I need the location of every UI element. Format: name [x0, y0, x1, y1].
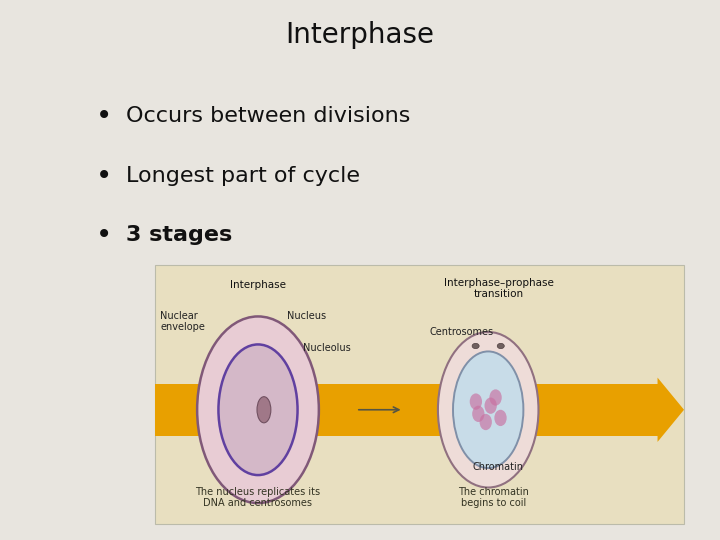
Ellipse shape	[438, 332, 539, 488]
Text: •: •	[96, 161, 112, 190]
Text: •: •	[96, 221, 112, 249]
Ellipse shape	[485, 397, 497, 414]
Text: Occurs between divisions: Occurs between divisions	[126, 106, 410, 126]
Ellipse shape	[257, 397, 271, 423]
FancyBboxPatch shape	[155, 265, 684, 524]
Text: Chromatin: Chromatin	[472, 462, 523, 472]
Text: Interphase–prophase
transition: Interphase–prophase transition	[444, 278, 554, 299]
Ellipse shape	[495, 410, 507, 426]
Polygon shape	[155, 384, 657, 436]
Ellipse shape	[218, 345, 297, 475]
Ellipse shape	[197, 316, 319, 503]
Polygon shape	[657, 377, 684, 442]
Ellipse shape	[490, 389, 502, 406]
Circle shape	[498, 343, 504, 349]
Ellipse shape	[472, 406, 485, 422]
Text: Nuclear
envelope: Nuclear envelope	[160, 311, 205, 333]
Text: Nucleolus: Nucleolus	[303, 342, 351, 353]
Text: The chromatin
begins to coil: The chromatin begins to coil	[458, 487, 529, 508]
Text: •: •	[96, 102, 112, 130]
Text: Longest part of cycle: Longest part of cycle	[126, 165, 360, 186]
Text: Interphase: Interphase	[230, 280, 286, 290]
Circle shape	[472, 343, 479, 349]
Ellipse shape	[480, 414, 492, 430]
Text: 3 stages: 3 stages	[126, 225, 233, 245]
Text: Interphase: Interphase	[286, 21, 434, 49]
Ellipse shape	[469, 394, 482, 410]
Text: Nucleus: Nucleus	[287, 312, 326, 321]
Text: Centrosomes: Centrosomes	[430, 327, 494, 337]
Text: The nucleus replicates its
DNA and centrosomes: The nucleus replicates its DNA and centr…	[195, 487, 320, 508]
Ellipse shape	[453, 352, 523, 468]
